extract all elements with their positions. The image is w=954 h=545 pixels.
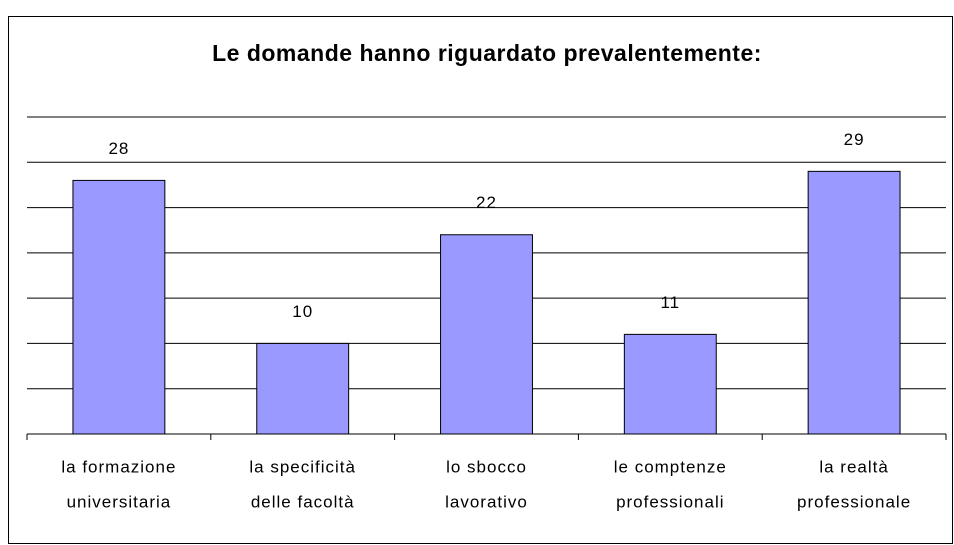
x-tick-label: la specificità bbox=[249, 457, 356, 476]
bar bbox=[623, 333, 717, 435]
chart-title: Le domande hanno riguardato prevalenteme… bbox=[212, 40, 762, 66]
x-tick-label: lo sbocco bbox=[446, 457, 527, 476]
x-tick-label: universitaria bbox=[67, 492, 172, 511]
x-tick-label: la realtà bbox=[819, 457, 888, 476]
bar bbox=[256, 342, 350, 435]
x-tick-label: le comptenze bbox=[614, 457, 727, 476]
bar bbox=[440, 234, 533, 435]
bar bbox=[807, 170, 901, 435]
bar bbox=[72, 179, 166, 435]
data-label: 22 bbox=[476, 193, 497, 212]
data-label: 29 bbox=[844, 130, 865, 149]
data-label: 28 bbox=[108, 139, 129, 158]
x-tick-label: lavorativo bbox=[445, 492, 528, 511]
x-tick-label: la formazione bbox=[61, 457, 176, 476]
data-label: 11 bbox=[660, 293, 680, 312]
x-tick-label: professionale bbox=[797, 492, 911, 511]
x-tick-label: professionali bbox=[616, 492, 724, 511]
x-tick-label: delle facoltà bbox=[251, 492, 355, 511]
data-label: 10 bbox=[292, 302, 313, 321]
